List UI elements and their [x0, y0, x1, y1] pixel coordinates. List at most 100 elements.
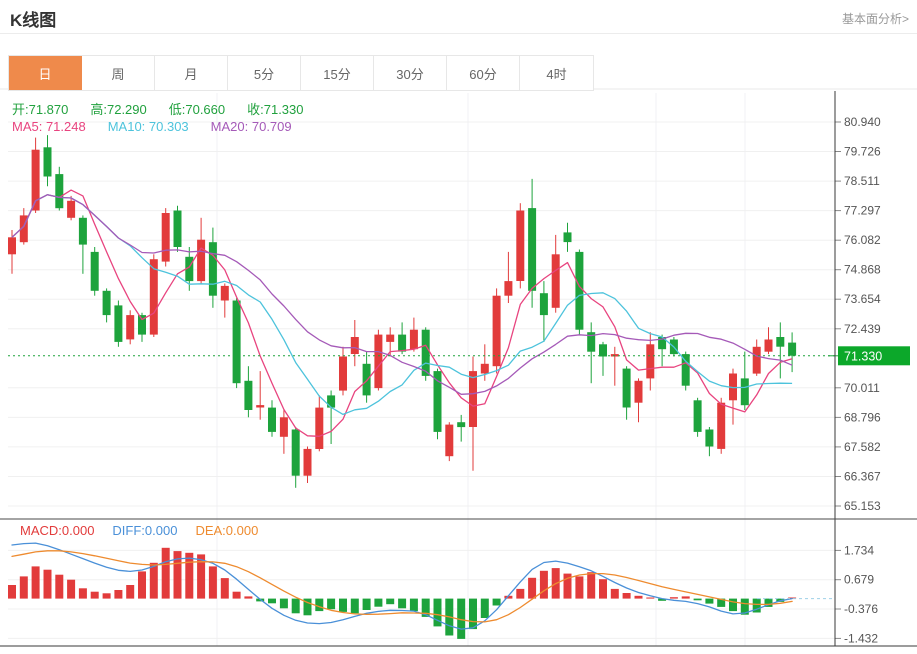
price-axis-label: 77.297: [844, 204, 881, 218]
macd-histogram-bar: [8, 585, 16, 599]
tab-month[interactable]: 月: [155, 56, 228, 90]
candle[interactable]: [658, 334, 667, 367]
candle[interactable]: [575, 249, 584, 335]
candle[interactable]: [161, 208, 170, 267]
open-value: 开:71.870: [12, 102, 69, 117]
candle[interactable]: [102, 288, 111, 323]
macd-histogram-bar: [374, 598, 383, 607]
candle[interactable]: [126, 310, 135, 345]
candle[interactable]: [398, 322, 407, 355]
candle[interactable]: [315, 395, 324, 452]
candle[interactable]: [563, 222, 572, 252]
candle[interactable]: [220, 283, 229, 318]
candle[interactable]: [362, 351, 371, 403]
macd-histogram-bar: [563, 573, 572, 599]
candle[interactable]: [634, 378, 643, 423]
candle[interactable]: [55, 166, 64, 211]
candle[interactable]: [551, 234, 560, 313]
candle[interactable]: [740, 351, 749, 410]
candle-body: [622, 368, 631, 408]
candle[interactable]: [256, 371, 265, 420]
candle[interactable]: [752, 339, 761, 376]
tab-30min[interactable]: 30分: [374, 56, 447, 90]
candle[interactable]: [90, 247, 99, 296]
candle[interactable]: [268, 400, 276, 437]
macd-histogram-bar: [114, 590, 123, 599]
candle[interactable]: [409, 317, 418, 352]
macd-histogram-bar: [362, 598, 371, 610]
macd-histogram-bar: [409, 598, 418, 612]
candle[interactable]: [764, 327, 773, 355]
candle[interactable]: [67, 195, 76, 221]
candle[interactable]: [374, 329, 383, 391]
candle-body: [634, 380, 643, 403]
candle[interactable]: [788, 332, 797, 373]
macd-axis-label: -1.432: [844, 631, 878, 645]
candle[interactable]: [138, 312, 146, 342]
candle[interactable]: [528, 178, 537, 308]
candle-body: [563, 232, 572, 243]
candle[interactable]: [717, 397, 726, 454]
candle-body: [114, 305, 123, 342]
candle[interactable]: [232, 298, 241, 389]
macd-histogram-bar: [220, 578, 229, 599]
candle[interactable]: [587, 322, 596, 384]
candle[interactable]: [776, 322, 785, 379]
candle[interactable]: [279, 410, 288, 454]
macd-histogram-bar: [19, 576, 28, 599]
candle[interactable]: [114, 300, 123, 347]
price-axis-label: 78.511: [844, 174, 880, 188]
candle[interactable]: [622, 366, 631, 420]
candle[interactable]: [173, 205, 182, 252]
candle-body: [31, 149, 40, 211]
macd-histogram-bar: [764, 598, 773, 607]
candle[interactable]: [705, 427, 714, 457]
tab-60min[interactable]: 60分: [447, 56, 520, 90]
price-axis-label: 66.367: [844, 470, 881, 484]
price-axis-label: 70.011: [844, 381, 880, 395]
candle[interactable]: [43, 135, 52, 187]
macd-histogram-bar: [244, 596, 253, 599]
macd-histogram-bar: [315, 598, 324, 612]
candle[interactable]: [208, 227, 217, 308]
candle[interactable]: [457, 414, 466, 442]
candle[interactable]: [599, 341, 607, 376]
candle-body: [788, 342, 797, 356]
macd-histogram-bar: [350, 598, 359, 614]
macd-histogram-bar: [149, 562, 158, 599]
candle[interactable]: [729, 368, 737, 425]
dea-line: [11, 550, 793, 623]
candle[interactable]: [693, 397, 702, 437]
fundamental-analysis-link[interactable]: 基本面分析>: [841, 12, 909, 26]
tab-week[interactable]: 周: [82, 56, 155, 90]
candle[interactable]: [516, 203, 525, 289]
tab-4hour[interactable]: 4时: [520, 56, 593, 90]
candle[interactable]: [539, 281, 548, 342]
macd-histogram-bar: [480, 598, 489, 618]
candle[interactable]: [681, 351, 690, 391]
price-axis-label: 76.082: [844, 233, 881, 247]
candle[interactable]: [327, 390, 336, 445]
candle[interactable]: [350, 320, 359, 367]
candle[interactable]: [303, 446, 312, 484]
ohlc-legend: 开:71.870 高:72.290 低:70.660 收:71.330: [12, 99, 304, 118]
candle[interactable]: [504, 251, 513, 303]
tab-5min[interactable]: 5分: [228, 56, 301, 90]
candle[interactable]: [244, 366, 253, 418]
candle[interactable]: [291, 427, 300, 488]
candle[interactable]: [78, 215, 87, 274]
current-price-tag: [838, 346, 910, 366]
macd-histogram-bar: [729, 598, 737, 612]
dea-value: DEA:0.000: [195, 523, 259, 538]
candle[interactable]: [646, 332, 655, 391]
tab-day[interactable]: 日: [9, 56, 82, 90]
candle[interactable]: [445, 422, 454, 462]
candle[interactable]: [339, 346, 347, 396]
tab-15min[interactable]: 15分: [301, 56, 374, 90]
macd-value: MACD:0.000: [20, 523, 95, 538]
candle[interactable]: [610, 346, 619, 386]
candle[interactable]: [469, 356, 477, 471]
candle[interactable]: [492, 288, 501, 374]
candle-body: [409, 329, 418, 350]
